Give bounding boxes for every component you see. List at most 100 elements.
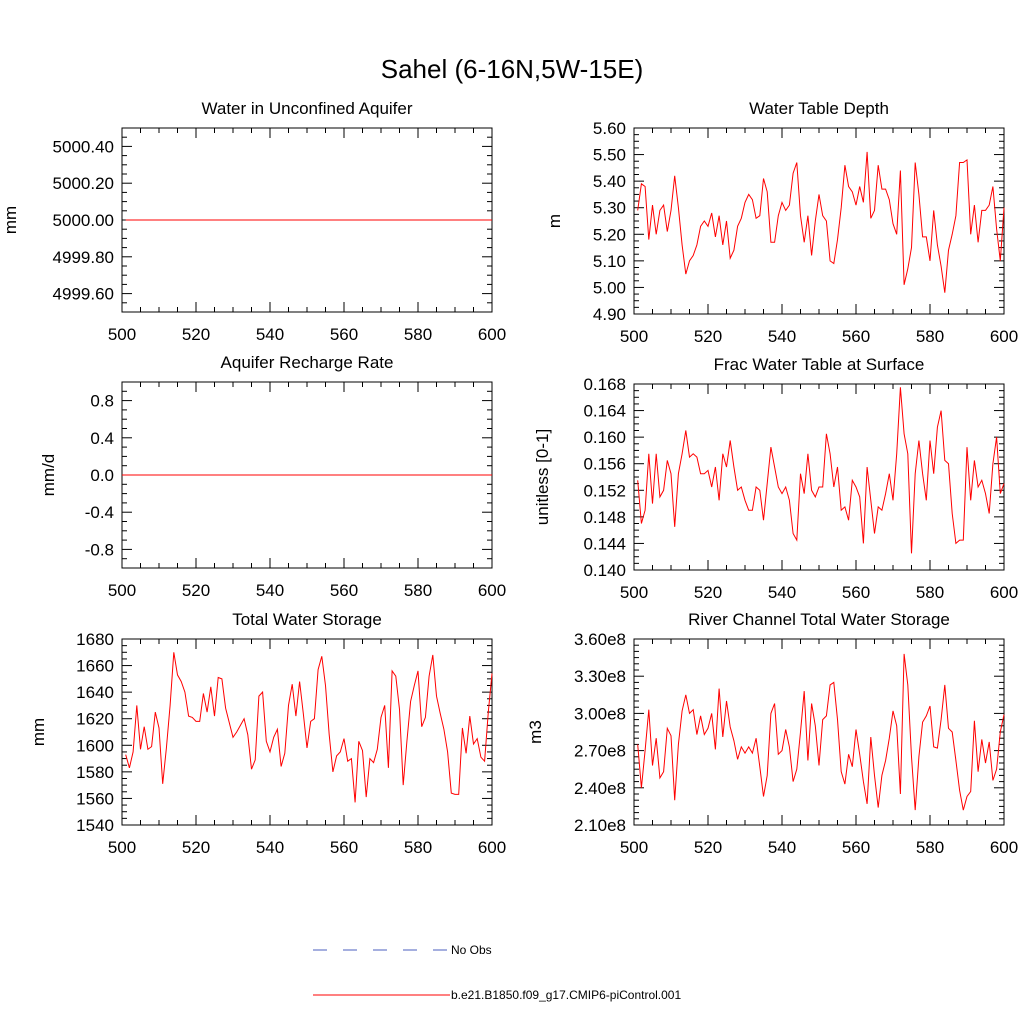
y-tick-label: 1680 [76, 630, 114, 649]
panels: Water in Unconfined Aquifer mm 500 520 540 56… [1, 99, 1018, 857]
x-tick-label: 540 [768, 327, 796, 346]
y-tick-label: 5000.40 [53, 137, 114, 156]
y-tick-label: 5.60 [593, 119, 626, 138]
y-tick-label: 4999.80 [53, 248, 114, 267]
y-tick-label: 5.30 [593, 199, 626, 218]
plot-frame [633, 127, 1005, 315]
legend-label-no-obs: No Obs [451, 943, 492, 957]
series-line-water-table-depth [637, 151, 1005, 293]
y-tick-label: 0.8 [90, 392, 114, 411]
y-tick-label: 0.168 [583, 375, 626, 394]
y-tick-label: 0.156 [583, 455, 626, 474]
x-tick-label: 580 [404, 581, 432, 600]
y-tick-label: 0.140 [583, 561, 626, 580]
y-tick-label: 0.4 [90, 429, 114, 448]
x-tick-label: 600 [990, 327, 1018, 346]
plot-frame [121, 638, 493, 826]
x-tick-label: 560 [330, 581, 358, 600]
legend-label-model-run: b.e21.B1850.f09_g17.CMIP6-piControl.001 [451, 988, 681, 1002]
x-tick-label: 560 [842, 838, 870, 857]
y-axis-label: unitless [0-1] [533, 429, 552, 525]
x-tick-label: 600 [478, 581, 506, 600]
panel-aquifer-recharge-rate: Aquifer Recharge Rate mm/d 500 520 540 560 580… [39, 353, 506, 600]
x-tick-label: 580 [916, 327, 944, 346]
x-tick-label: 540 [768, 583, 796, 602]
x-tick-label: 540 [256, 838, 284, 857]
x-tick-label: 600 [990, 583, 1018, 602]
y-tick-label: 5.00 [593, 278, 626, 297]
panel-title: Frac Water Table at Surface [714, 355, 925, 374]
y-tick-label: 5.20 [593, 225, 626, 244]
x-tick-label: 520 [694, 838, 722, 857]
x-tick-label: 500 [108, 325, 136, 344]
y-tick-label: 5.10 [593, 252, 626, 271]
x-tick-label: 560 [842, 327, 870, 346]
panel-total-water-storage: Total Water Storage mm 500 520 540 560 580 600 1… [29, 610, 506, 857]
y-tick-label: 1600 [76, 736, 114, 755]
x-tick-label: 600 [990, 838, 1018, 857]
y-tick-label: 2.70e8 [574, 742, 626, 761]
x-tick-label: 600 [478, 838, 506, 857]
x-tick-label: 520 [182, 838, 210, 857]
legend: No Obs b.e21.B1850.f09_g17.CMIP6-piContr… [313, 943, 681, 1002]
y-tick-label: 1580 [76, 763, 114, 782]
legend-entry-model-run: b.e21.B1850.f09_g17.CMIP6-piControl.001 [313, 988, 681, 1002]
x-tick-label: 500 [108, 581, 136, 600]
x-tick-label: 580 [916, 583, 944, 602]
y-axis-label: mm/d [39, 454, 58, 497]
x-tick-label: 600 [478, 325, 506, 344]
x-tick-label: 540 [256, 581, 284, 600]
panel-title: Water in Unconfined Aquifer [201, 99, 412, 118]
series-line-frac-water-table-at-surface [637, 387, 1005, 554]
y-tick-label: 3.30e8 [574, 667, 626, 686]
plot-frame [633, 383, 1005, 571]
y-tick-label: 0.152 [583, 481, 626, 500]
panel-title: Total Water Storage [232, 610, 382, 629]
panel-title: Aquifer Recharge Rate [221, 353, 394, 372]
x-tick-label: 580 [916, 838, 944, 857]
x-tick-label: 500 [620, 583, 648, 602]
y-tick-label: 2.10e8 [574, 816, 626, 835]
y-tick-label: 2.40e8 [574, 779, 626, 798]
y-tick-label: 0.144 [583, 534, 626, 553]
y-tick-label: 4.90 [593, 305, 626, 324]
y-axis-label: mm [29, 718, 48, 746]
y-tick-label: 1640 [76, 683, 114, 702]
x-tick-label: 520 [694, 327, 722, 346]
x-tick-label: 560 [842, 583, 870, 602]
y-tick-label: 0.0 [90, 466, 114, 485]
y-tick-label: -0.8 [85, 540, 114, 559]
panel-river-channel-total-water-storage: River Channel Total Water Storage m3 500 52… [526, 610, 1018, 857]
y-axis-label: m [545, 214, 564, 228]
panel-title: Water Table Depth [749, 99, 889, 118]
x-tick-label: 560 [330, 325, 358, 344]
series-line-total-water-storage [125, 652, 493, 803]
y-tick-label: 5.40 [593, 172, 626, 191]
y-tick-label: 4999.60 [53, 285, 114, 304]
x-tick-label: 520 [694, 583, 722, 602]
y-tick-label: 0.148 [583, 508, 626, 527]
y-tick-label: -0.4 [85, 503, 114, 522]
y-axis-label: mm [1, 206, 20, 234]
panel-title: River Channel Total Water Storage [688, 610, 950, 629]
y-tick-label: 1660 [76, 657, 114, 676]
y-tick-label: 0.164 [583, 402, 626, 421]
x-tick-label: 580 [404, 325, 432, 344]
figure-title: Sahel (6-16N,5W-15E) [381, 54, 644, 84]
y-tick-label: 5000.00 [53, 211, 114, 230]
x-tick-label: 580 [404, 838, 432, 857]
panel-water-in-unconfined-aquifer: Water in Unconfined Aquifer mm 500 520 540 56… [1, 99, 506, 344]
y-tick-label: 0.160 [583, 428, 626, 447]
legend-entry-no-obs: No Obs [313, 943, 492, 957]
y-tick-label: 1620 [76, 710, 114, 729]
x-tick-label: 540 [256, 325, 284, 344]
y-tick-label: 5000.20 [53, 174, 114, 193]
panel-frac-water-table-at-surface: Frac Water Table at Surface unitless [0-1… [533, 355, 1018, 602]
x-tick-label: 520 [182, 325, 210, 344]
y-tick-label: 5.50 [593, 146, 626, 165]
y-axis-label: m3 [526, 720, 545, 744]
x-tick-label: 500 [620, 838, 648, 857]
series-line-river-channel-total-water-storage [637, 653, 1005, 811]
x-tick-label: 500 [620, 327, 648, 346]
